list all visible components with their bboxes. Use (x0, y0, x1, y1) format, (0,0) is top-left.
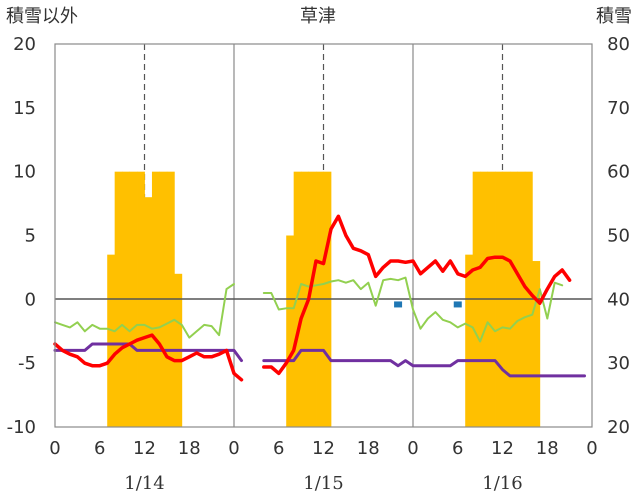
temperature-line (53, 333, 244, 382)
pressure-trend-line (262, 348, 586, 378)
y-right-axis-title: 積雪 (596, 6, 632, 27)
chart-title: 草津 (300, 6, 336, 27)
precip-mark (453, 301, 462, 308)
y-left-tick-label: -5 (18, 353, 36, 374)
x-tick-label: 18 (178, 438, 201, 459)
y-left-tick-label: 10 (13, 162, 36, 183)
x-tick-label: 18 (536, 438, 559, 459)
x-tick-label: 0 (49, 438, 60, 459)
y-right-tick-label: 20 (607, 417, 630, 438)
day-label: 1/15 (303, 473, 343, 494)
x-tick-label: 6 (94, 438, 105, 459)
snow-depth-bar (532, 261, 541, 427)
x-tick-label: 0 (407, 438, 418, 459)
y-left-tick-label: 20 (13, 34, 36, 55)
y-right-tick-label: 60 (607, 162, 630, 183)
series-lines (53, 214, 586, 382)
day-label: 1/14 (124, 473, 164, 494)
day-label: 1/16 (482, 473, 522, 494)
x-tick-label: 12 (312, 438, 335, 459)
snow-depth-bar (144, 197, 153, 427)
x-tick-label: 12 (491, 438, 514, 459)
y-right-tick-label: 50 (607, 226, 630, 247)
wind-line (262, 276, 564, 343)
x-tick-label: 0 (228, 438, 239, 459)
x-tick-label: 6 (452, 438, 463, 459)
y-left-tick-label: -10 (7, 417, 36, 438)
precip-mark (394, 301, 403, 308)
x-tick-label: 6 (273, 438, 284, 459)
y-right-tick-label: 70 (607, 98, 630, 119)
x-tick-label: 0 (586, 438, 597, 459)
y-left-tick-label: 15 (13, 98, 36, 119)
snow-depth-bar (465, 254, 474, 427)
snow-depth-bar (286, 235, 295, 427)
plot-frame (54, 43, 593, 428)
y-left-axis-title: 積雪以外 (6, 6, 78, 27)
wind-line (54, 283, 235, 339)
y-right-tick-label: 80 (607, 34, 630, 55)
y-left-tick-label: 5 (25, 226, 36, 247)
x-tick-label: 12 (133, 438, 156, 459)
precip-marks (394, 301, 462, 308)
y-right-tick-label: 40 (607, 289, 630, 310)
temperature-line (262, 214, 572, 376)
snow-depth-bar (107, 254, 116, 427)
y-right-tick-label: 30 (607, 353, 630, 374)
x-tick-label: 18 (357, 438, 380, 459)
y-left-tick-label: 0 (25, 289, 36, 310)
